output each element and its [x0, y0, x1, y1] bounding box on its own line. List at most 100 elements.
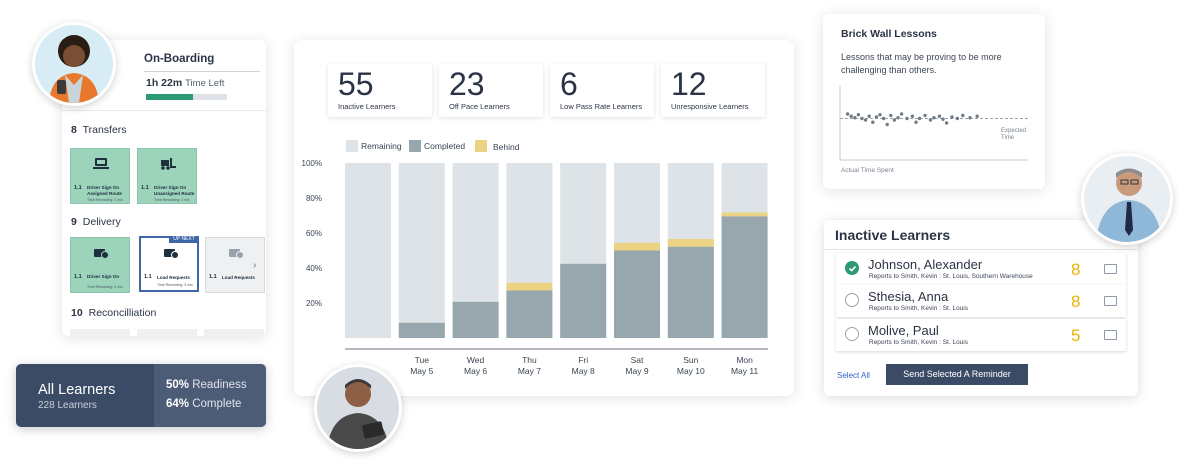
bar-remaining: [398, 163, 445, 338]
task-card[interactable]: 1.1 Driver Sign On Unassigned Route Time…: [137, 148, 197, 204]
kpi-value: 23: [449, 66, 485, 102]
x-tick-date: May 10: [677, 366, 705, 376]
time-left-value: 1h 22m: [146, 77, 183, 89]
all-learners-title: All Learners: [38, 382, 116, 398]
task-name: Driver Sign On: [87, 274, 120, 279]
brick-wall-lessons-card: Brick Wall Lessons Lessons that may be p…: [823, 14, 1045, 189]
profile-card-icon[interactable]: [1104, 296, 1117, 306]
bar-completed: [560, 263, 607, 338]
bar-completed: [614, 250, 660, 338]
section-number: 8: [71, 124, 77, 136]
task-card-up-next[interactable]: UP NEXT 1.1 Load Requests Time Remaining…: [139, 236, 199, 292]
select-all-link[interactable]: Select All: [837, 371, 870, 380]
legend-remaining: Remaining: [361, 141, 402, 151]
task-number: 1.1: [141, 185, 149, 191]
scatter-point: [968, 116, 972, 120]
scatter-point: [944, 121, 949, 125]
bar-completed: [398, 322, 445, 338]
learner-count: 8: [1071, 260, 1081, 279]
up-next-badge: UP NEXT: [169, 236, 199, 243]
scatter-point: [950, 115, 954, 119]
learner-name: Molive, Paul: [868, 323, 939, 338]
y-tick-label: 60%: [306, 229, 322, 238]
scatter-point: [905, 116, 909, 121]
task-time: Time Remaining: 3 min: [87, 198, 123, 202]
expected-time-label: Expected Time: [1001, 128, 1027, 141]
task-card[interactable]: 1.1 Driver Sign On Assigned Route Time R…: [70, 148, 130, 204]
brick-wall-description: Lessons that may be proving to be more c…: [841, 52, 1002, 75]
x-tick-date: May 5: [410, 366, 433, 376]
scatter-point: [928, 118, 933, 122]
avatar-woman: [32, 22, 116, 106]
all-learners-card[interactable]: All Learners 228 Learners 50% Readiness …: [16, 364, 266, 427]
scatter-point: [896, 116, 900, 120]
kpi-label: Low Pass Rate Learners: [560, 102, 643, 111]
task-name: Load Requests: [157, 275, 190, 280]
x-tick-day: Tue: [415, 355, 430, 365]
y-tick-label: 80%: [306, 194, 322, 203]
inactive-learners-card: Inactive Learners Johnson, Alexander Rep…: [824, 220, 1138, 396]
profile-card-icon[interactable]: [1104, 330, 1117, 340]
bar-completed: [452, 301, 499, 338]
task-time: Time Remaining: 3 min: [154, 198, 190, 202]
learner-row[interactable]: Molive, Paul Reports to Smith, Kevin : S…: [836, 319, 1126, 351]
readiness-value: 50%: [166, 379, 190, 391]
scatter-point: [881, 116, 886, 121]
unselected-radio-icon[interactable]: [845, 327, 859, 341]
learner-row[interactable]: Sthesia, Anna Reports to Smith, Kevin : …: [836, 285, 1126, 317]
dashboard-panel: 55 Inactive Learners 23 Off Pace Learner…: [294, 40, 794, 396]
bar-completed: [506, 290, 553, 338]
scatter-point: [885, 122, 889, 127]
section-title: Reconcilliation: [88, 307, 157, 319]
task-number: 1.1: [74, 274, 82, 280]
laptop-icon: [93, 158, 109, 169]
kpi-off-pace-learners[interactable]: 23 Off Pace Learners: [439, 64, 543, 117]
task-card[interactable]: 1.1 Load Requests: [205, 237, 265, 293]
kpi-value: 12: [671, 66, 707, 102]
kpi-unresponsive-learners[interactable]: 12 Unresponsive Learners: [661, 64, 765, 117]
legend-behind: Behind: [493, 142, 520, 152]
scatter-point: [871, 120, 875, 124]
truck-clock-icon: [94, 249, 109, 259]
task-number: 1.1: [209, 274, 217, 280]
bar-completed: [667, 246, 714, 338]
scatter-point: [874, 115, 879, 119]
complete-label: Complete: [192, 398, 242, 410]
scatter-point: [932, 116, 936, 120]
task-name: Load Requests: [222, 275, 255, 280]
x-tick-date: May 9: [625, 366, 648, 376]
scroll-right-chevron-icon[interactable]: ›: [253, 260, 257, 271]
section-reconcilliation[interactable]: 10 Reconcilliation: [71, 307, 156, 319]
section-transfers[interactable]: 8 Transfers: [71, 124, 127, 136]
task-card[interactable]: 1.1 Driver Sign On Time Remaining: 3 min: [70, 237, 130, 293]
readiness-stat: 50% Readiness: [166, 379, 247, 391]
scatter-point: [860, 116, 864, 121]
complete-stat: 64% Complete: [166, 398, 241, 410]
scatter-point: [878, 113, 882, 117]
scatter-point: [867, 114, 871, 118]
bar-completed: [721, 216, 768, 338]
all-learners-count: 228 Learners: [38, 400, 97, 411]
onboarding-header: On-Boarding 1h 22m Time Left: [62, 40, 266, 111]
send-reminder-button[interactable]: Send Selected A Reminder: [886, 364, 1028, 385]
section-number: 10: [71, 307, 83, 319]
section-delivery[interactable]: 9 Delivery: [71, 216, 121, 228]
y-tick-label: 20%: [306, 299, 322, 308]
learner-row[interactable]: Johnson, Alexander Reports to Smith, Kev…: [836, 253, 1126, 285]
task-number: 1.1: [144, 274, 152, 280]
onboarding-panel: On-Boarding 1h 22m Time Left 8 Transfers…: [62, 40, 266, 336]
bar-behind: [721, 212, 768, 217]
section-number: 9: [71, 216, 77, 228]
kpi-inactive-learners[interactable]: 55 Inactive Learners: [328, 64, 432, 117]
truck-clock-icon: [229, 249, 244, 259]
person-photo-icon: [49, 35, 99, 103]
kpi-low-pass-rate-learners[interactable]: 6 Low Pass Rate Learners: [550, 64, 654, 117]
scatter-point: [961, 113, 965, 118]
scatter-point: [845, 112, 850, 116]
learner-reports-to: Reports to Smith, Kevin : St. Louis, Sou…: [869, 273, 1033, 280]
profile-card-icon[interactable]: [1104, 264, 1117, 274]
selected-check-icon[interactable]: [845, 261, 859, 275]
truck-clock-icon: [164, 249, 179, 259]
kpi-value: 55: [338, 66, 374, 102]
unselected-radio-icon[interactable]: [845, 293, 859, 307]
